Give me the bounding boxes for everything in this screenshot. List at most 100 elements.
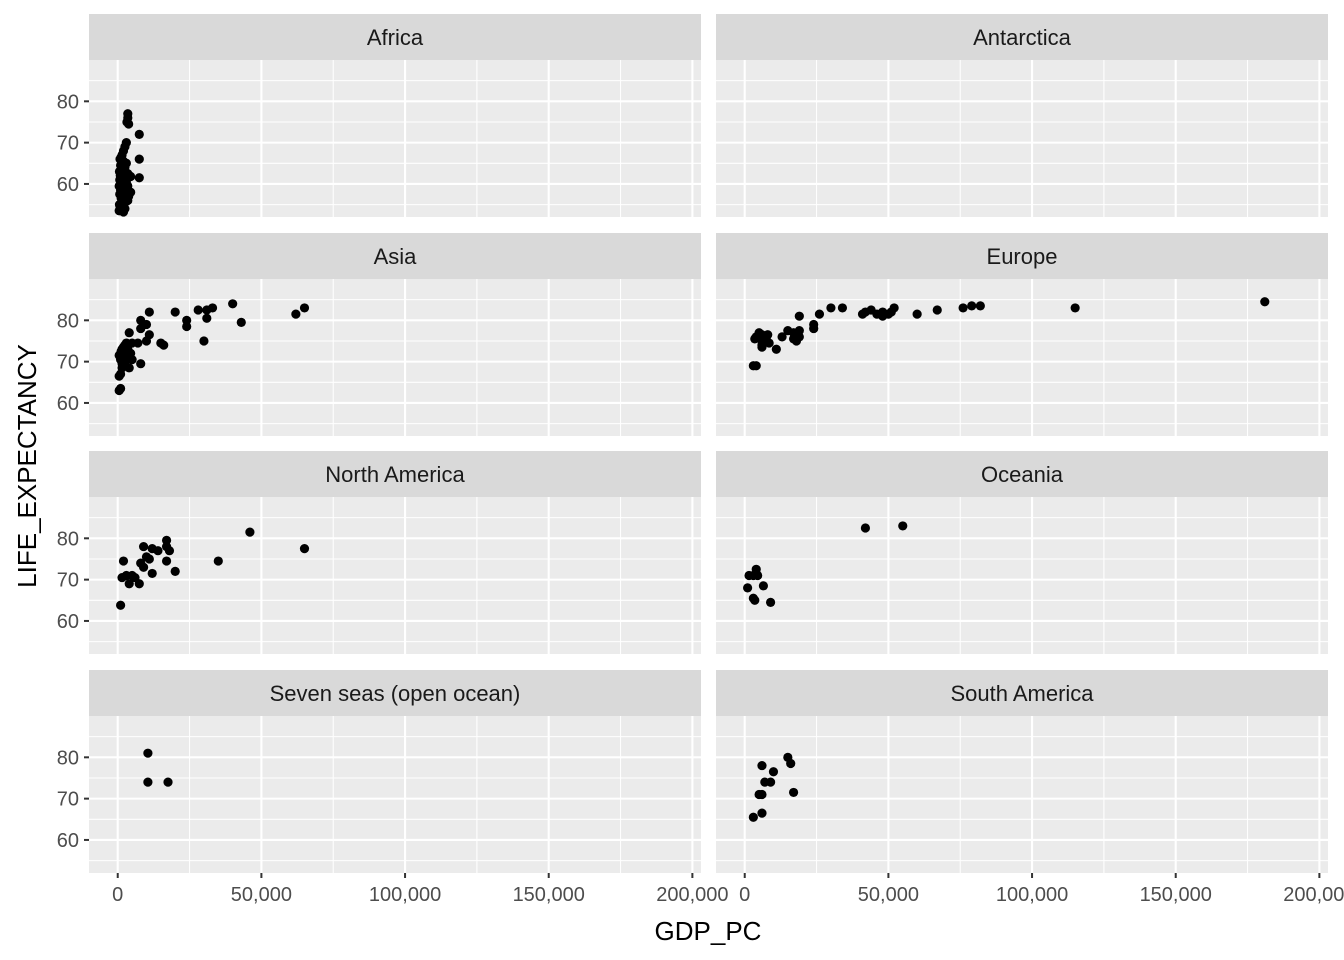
data-point bbox=[245, 527, 255, 537]
data-point bbox=[193, 305, 203, 315]
data-point bbox=[1260, 297, 1270, 307]
x-tick-label: 100,000 bbox=[369, 884, 441, 906]
data-point bbox=[791, 336, 802, 346]
data-point bbox=[758, 581, 769, 591]
facet-strip-asia bbox=[89, 233, 701, 279]
data-point bbox=[164, 546, 175, 556]
facet-label-oceania: Oceania bbox=[981, 462, 1064, 487]
facet-strip-south-america bbox=[716, 670, 1328, 716]
data-point bbox=[826, 303, 836, 313]
y-tick-label: 70 bbox=[57, 133, 79, 155]
y-tick-label: 70 bbox=[57, 789, 79, 811]
data-point bbox=[857, 309, 868, 319]
y-tick-label: 60 bbox=[57, 611, 79, 633]
data-point bbox=[144, 554, 154, 564]
x-tick-label: 0 bbox=[739, 884, 750, 906]
data-point bbox=[757, 760, 767, 771]
data-point bbox=[299, 544, 310, 554]
data-point bbox=[202, 305, 212, 315]
data-point bbox=[967, 301, 977, 311]
data-point bbox=[912, 309, 922, 319]
data-point bbox=[124, 328, 134, 338]
y-tick-label: 80 bbox=[57, 91, 79, 113]
data-point bbox=[170, 307, 180, 317]
panel-background-asia bbox=[89, 279, 701, 436]
data-point bbox=[134, 154, 144, 164]
data-point bbox=[860, 523, 871, 533]
data-point bbox=[161, 556, 172, 566]
y-tick-label: 70 bbox=[57, 570, 79, 592]
facet-strip-oceania bbox=[716, 451, 1328, 497]
data-point bbox=[127, 354, 137, 365]
y-tick-label: 80 bbox=[57, 747, 79, 769]
data-point bbox=[138, 562, 149, 572]
data-point bbox=[757, 808, 767, 818]
data-point bbox=[975, 301, 985, 311]
facet-asia: Asia 60 70 80 bbox=[57, 233, 701, 436]
x-tick-label: 50,000 bbox=[231, 884, 292, 906]
facet-north-america: North America 60 70 80 bbox=[57, 451, 701, 654]
data-point bbox=[299, 303, 310, 313]
facet-label-south-america: South America bbox=[950, 681, 1094, 706]
data-point bbox=[228, 299, 238, 309]
data-point bbox=[788, 787, 799, 798]
data-point bbox=[118, 556, 129, 566]
data-point bbox=[898, 521, 908, 531]
data-point bbox=[764, 338, 774, 348]
facet-europe: Europe bbox=[716, 233, 1328, 436]
data-point bbox=[143, 777, 153, 787]
facet-label-asia: Asia bbox=[374, 244, 418, 269]
data-point bbox=[750, 595, 760, 605]
data-point bbox=[116, 600, 126, 610]
x-tick-label: 200,000 bbox=[1283, 884, 1344, 906]
facet-strip-antarctica bbox=[716, 14, 1328, 60]
data-point bbox=[757, 789, 767, 800]
panel-background-seven-seas-open-ocean bbox=[89, 716, 701, 873]
facet-south-america: South America 0 50,000 100,000 150,000 200,00… bbox=[716, 670, 1344, 906]
data-point bbox=[878, 311, 888, 321]
data-point bbox=[199, 336, 209, 346]
data-point bbox=[748, 361, 758, 371]
data-point bbox=[932, 305, 942, 315]
facet-label-antarctica: Antarctica bbox=[973, 25, 1072, 50]
facet-panels: Africa 60 70 80 Antarctica Asia 60 70 80 Europe No… bbox=[57, 14, 1344, 906]
data-point bbox=[136, 323, 146, 334]
data-point bbox=[114, 385, 124, 396]
x-axis-title: GDP_PC bbox=[655, 916, 762, 946]
facet-label-north-america: North America bbox=[325, 462, 465, 487]
data-point bbox=[159, 340, 169, 350]
data-point bbox=[765, 597, 776, 607]
x-tick-label: 100,000 bbox=[996, 884, 1068, 906]
panel-background-africa bbox=[89, 60, 701, 217]
data-point bbox=[837, 303, 848, 313]
facet-strip-africa bbox=[89, 14, 701, 60]
panel-background-south-america bbox=[716, 716, 1328, 873]
data-point bbox=[748, 812, 758, 822]
data-point bbox=[124, 119, 134, 129]
facet-oceania: Oceania bbox=[716, 451, 1328, 654]
x-tick-label: 200,000 bbox=[656, 884, 728, 906]
y-tick-label: 60 bbox=[57, 174, 79, 196]
facet-label-seven-seas-open-ocean: Seven seas (open ocean) bbox=[270, 681, 521, 706]
data-point bbox=[291, 309, 301, 319]
x-tick-label: 150,000 bbox=[513, 884, 585, 906]
y-tick-label: 80 bbox=[57, 528, 79, 550]
data-point bbox=[144, 307, 154, 317]
facet-label-europe: Europe bbox=[987, 244, 1058, 269]
data-point bbox=[114, 371, 124, 381]
y-axis-title: LIFE_EXPECTANCY bbox=[12, 344, 42, 588]
data-point bbox=[750, 334, 760, 344]
data-point bbox=[753, 570, 763, 581]
data-point bbox=[143, 748, 153, 758]
y-tick-label: 60 bbox=[57, 830, 79, 852]
data-point bbox=[117, 572, 127, 583]
data-point bbox=[124, 363, 134, 373]
data-point bbox=[134, 173, 144, 183]
data-point bbox=[744, 570, 754, 581]
data-point bbox=[213, 556, 223, 566]
facet-label-africa: Africa bbox=[367, 25, 424, 50]
data-point bbox=[202, 313, 212, 323]
facet-strip-seven-seas-open-ocean bbox=[89, 670, 701, 716]
panel-background-europe bbox=[716, 279, 1328, 436]
y-tick-label: 80 bbox=[57, 310, 79, 332]
